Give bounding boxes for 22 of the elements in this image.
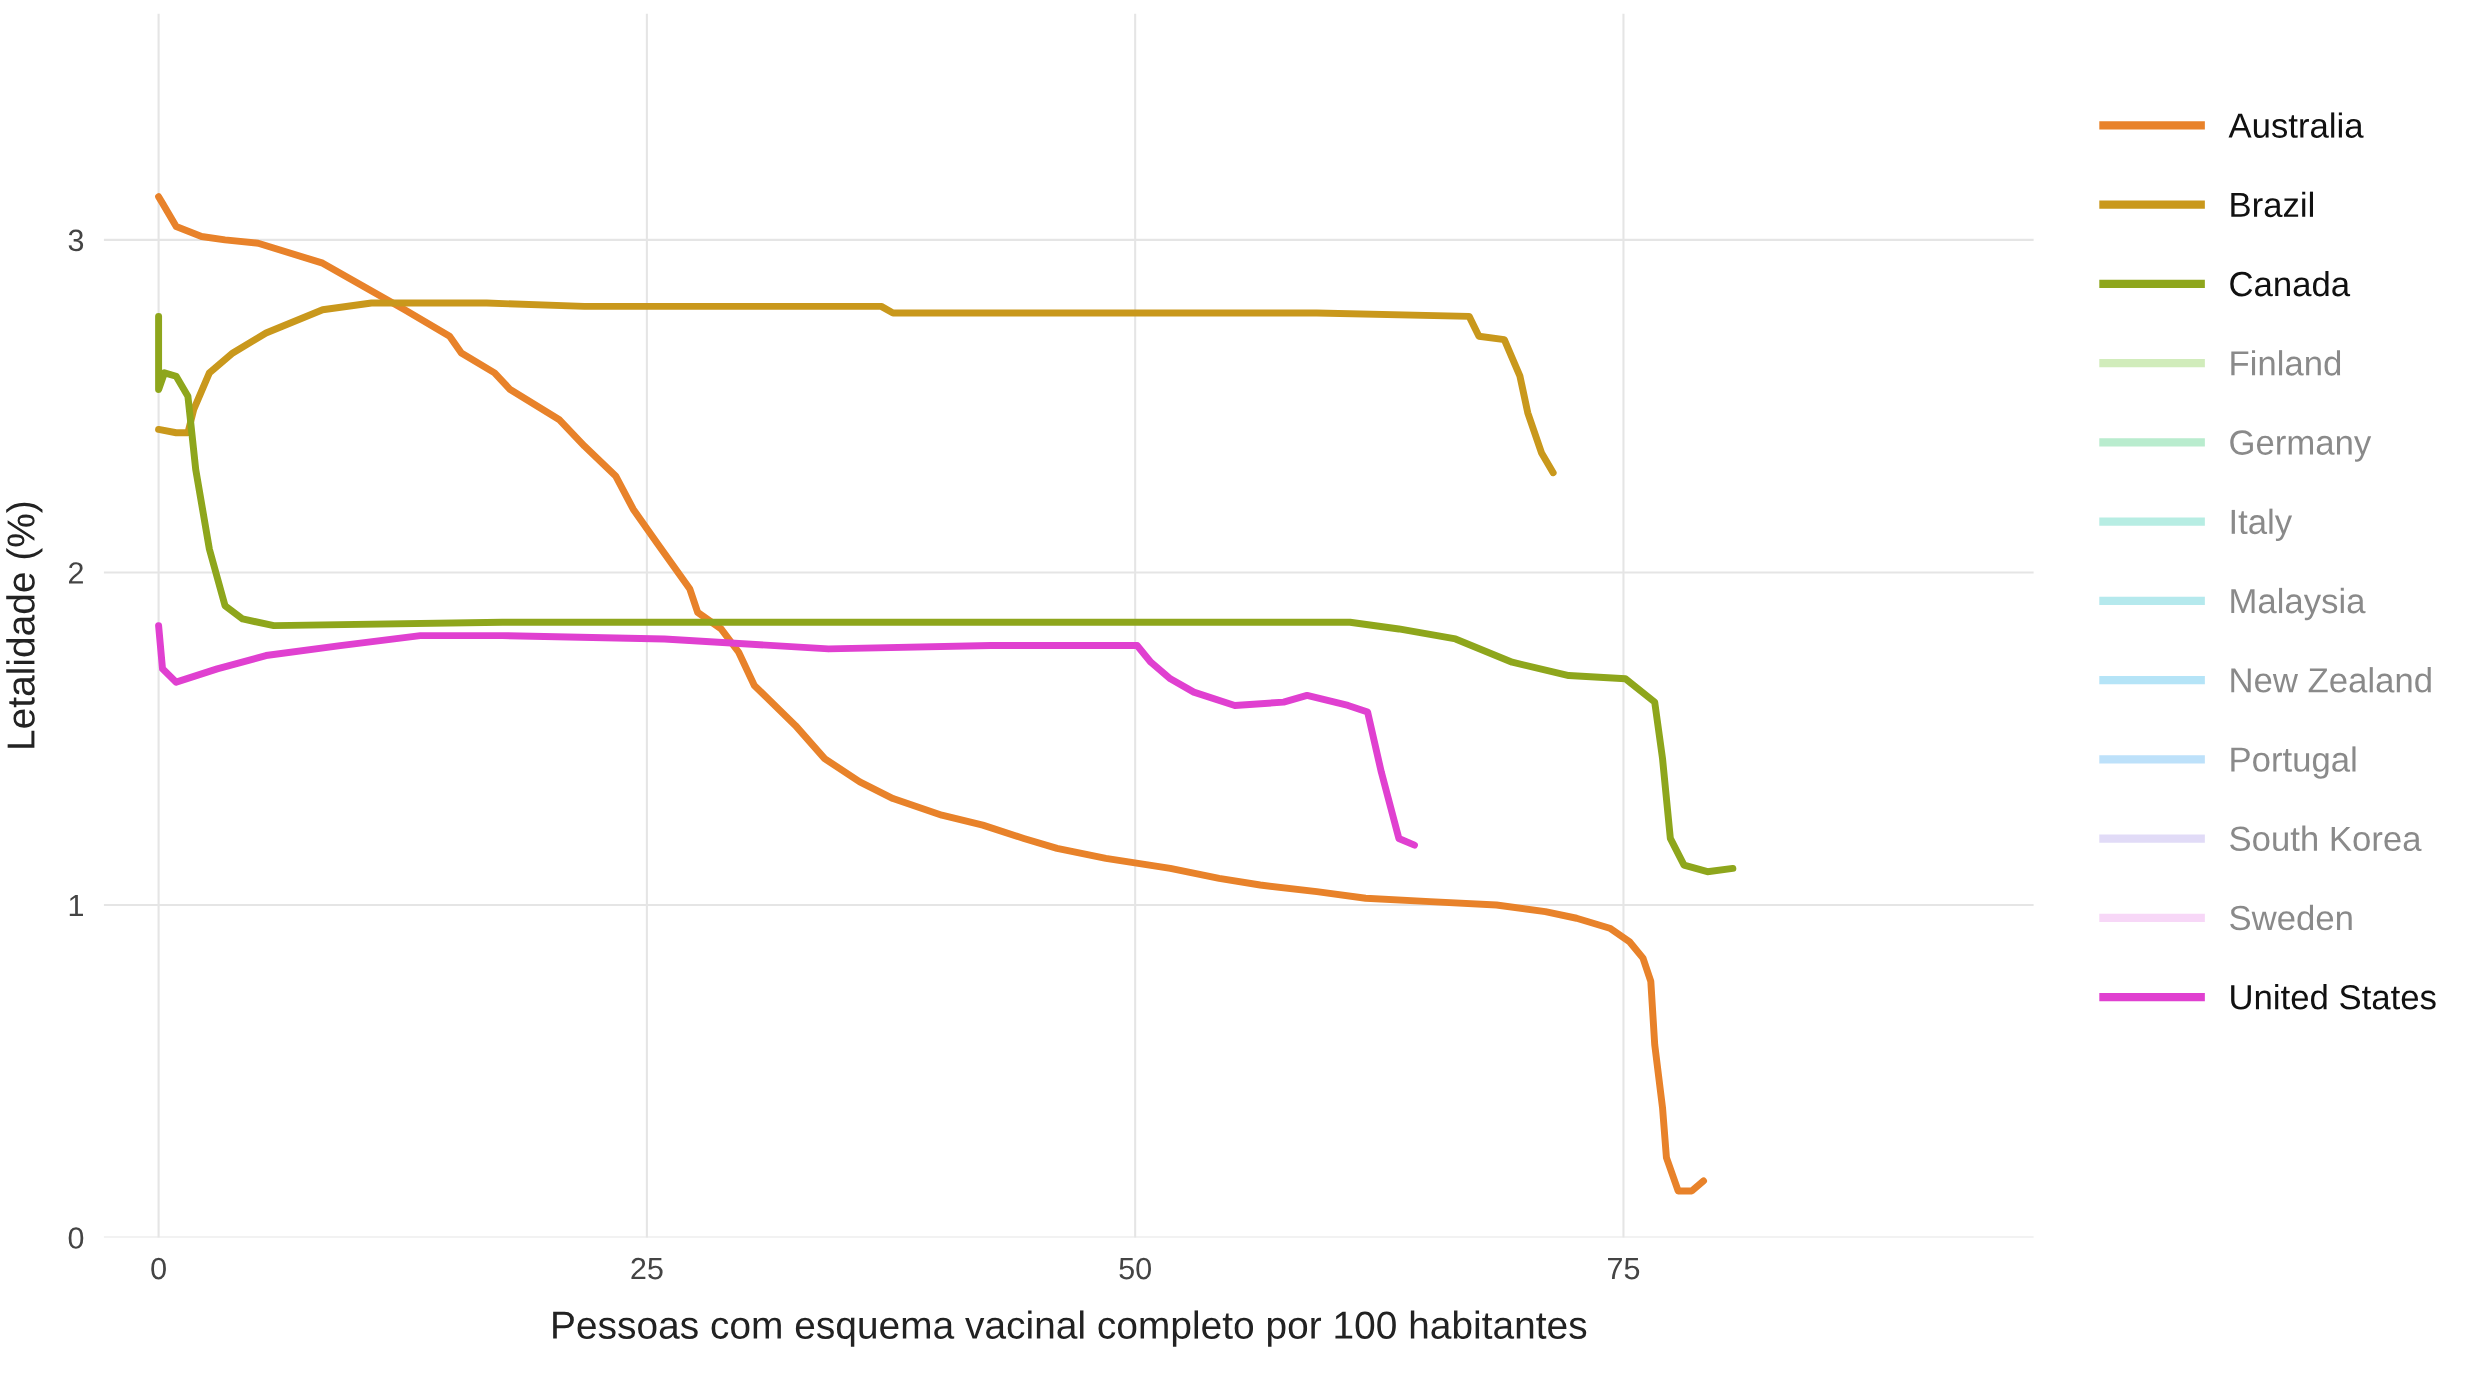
legend-label: Malaysia (2231, 587, 2366, 621)
legend-label: Canada (2230, 270, 2351, 297)
legend-label: New Zealand (2231, 667, 2431, 693)
legend-label: Finland (2231, 350, 2341, 376)
x-tick-label: 75 (1608, 1258, 1640, 1280)
y-tick-label: 0 (68, 1227, 84, 1249)
y-tick-label: 1 (69, 895, 83, 917)
x-tick-label: 25 (631, 1257, 663, 1280)
legend-label: United States (2231, 984, 2436, 1010)
x-tick-label: 0 (151, 1257, 166, 1280)
legend-label: Sweden (2230, 904, 2352, 931)
x-tick-label: 50 (1119, 1257, 1151, 1280)
legend-label: Germany (2230, 430, 2372, 462)
y-axis-title: Letalidade (%) (6, 502, 43, 748)
legend-label: Portugal (2231, 746, 2356, 779)
x-axis-title: Pessoas com esquema vacinal completo por 100 habitantes (553, 1310, 1587, 1347)
legend-label: South Korea (2230, 825, 2422, 852)
legend-label: Brazil (2231, 191, 2313, 218)
y-tick-label: 3 (68, 229, 84, 252)
y-tick-label: 2 (69, 562, 83, 584)
legend-label: Australia (2228, 112, 2364, 138)
legend-label: Italy (2231, 508, 2293, 541)
